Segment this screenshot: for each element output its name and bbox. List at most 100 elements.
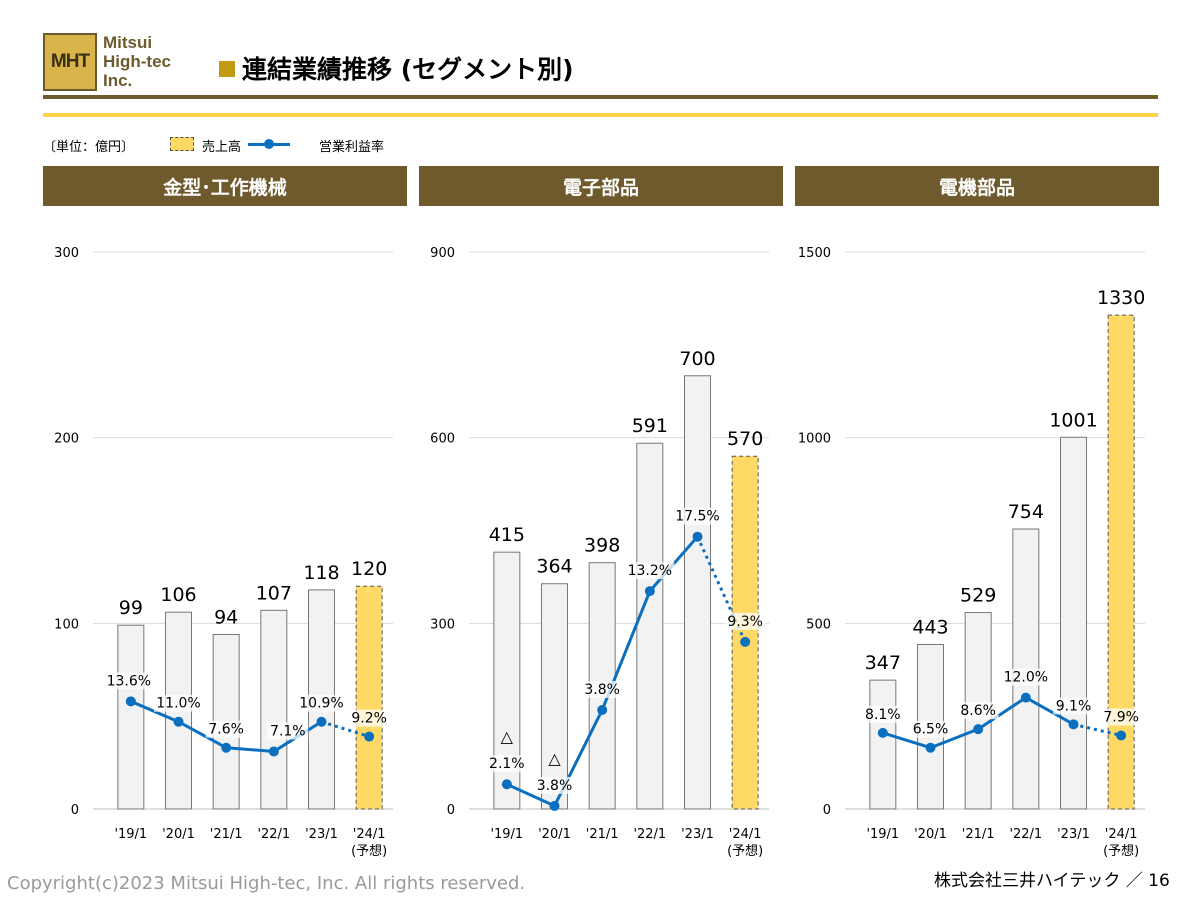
bar-value-label: 570 bbox=[727, 428, 763, 450]
forecast-label: (予想) bbox=[351, 843, 387, 859]
bar bbox=[355, 585, 383, 810]
margin-label-bg bbox=[673, 507, 722, 525]
logo-line: Mitsui bbox=[103, 33, 153, 52]
unit-label: 〔単位：億円〕 bbox=[43, 140, 135, 155]
margin-label: 9.2% bbox=[351, 711, 387, 727]
x-tick-label: '23/1 bbox=[681, 827, 714, 842]
page-title: 連結業績推移 (セグメント別) bbox=[242, 55, 574, 84]
y-tick-label: 300 bbox=[430, 617, 455, 632]
margin-label-bg bbox=[862, 705, 904, 723]
legend-sales-swatch bbox=[170, 137, 194, 151]
margin-point bbox=[692, 531, 703, 542]
margin-line-forecast bbox=[1073, 722, 1122, 737]
bar bbox=[541, 583, 568, 810]
margin-label-bg bbox=[154, 694, 203, 712]
margin-point bbox=[925, 742, 936, 753]
x-tick-label: '22/1 bbox=[257, 827, 290, 842]
margin-label-bg bbox=[1001, 668, 1051, 686]
company-page-number: 株式会社三井ハイテック ／ 16 bbox=[934, 871, 1170, 891]
x-tick-label: '22/1 bbox=[1009, 827, 1042, 842]
margin-label: 10.9% bbox=[299, 696, 343, 712]
y-tick-label: 200 bbox=[54, 432, 79, 447]
margin-label-bg bbox=[348, 709, 390, 727]
margin-label: 8.6% bbox=[960, 703, 996, 719]
panel-header-electrical-parts: 電機部品 bbox=[795, 166, 1159, 206]
x-tick-label: '21/1 bbox=[586, 827, 619, 842]
y-tick-label: 900 bbox=[430, 246, 455, 261]
margin-label: 13.2% bbox=[628, 563, 672, 579]
margin-point bbox=[549, 800, 560, 811]
x-tick-label: '24/1 bbox=[1105, 827, 1138, 842]
y-tick-label: 1000 bbox=[798, 432, 831, 447]
copyright: Copyright(c)2023 Mitsui High-tec, Inc. A… bbox=[7, 873, 526, 894]
title-bullet bbox=[219, 61, 235, 77]
legend-margin-marker bbox=[264, 139, 274, 149]
margin-label-bg bbox=[205, 720, 247, 738]
bar-value-label: 754 bbox=[1008, 501, 1044, 523]
logo-wordmark: Mitsui High-tec Inc. bbox=[103, 33, 171, 90]
bar-value-label: 106 bbox=[160, 584, 196, 606]
margin-point bbox=[740, 636, 751, 647]
x-tick-label: '23/1 bbox=[305, 827, 338, 842]
margin-point bbox=[877, 727, 888, 738]
forecast-label: (予想) bbox=[727, 843, 763, 859]
y-tick-label: 0 bbox=[447, 803, 455, 818]
bar-value-label: 347 bbox=[865, 652, 901, 674]
bar-value-label: 120 bbox=[351, 558, 387, 580]
margin-label: 11.0% bbox=[156, 696, 200, 712]
y-tick-label: 600 bbox=[430, 432, 455, 447]
y-tick-label: 100 bbox=[54, 617, 79, 632]
x-tick-label: '24/1 bbox=[353, 827, 386, 842]
margin-label: 6.5% bbox=[913, 722, 949, 738]
bar bbox=[636, 442, 664, 810]
y-tick-label: 300 bbox=[54, 246, 79, 261]
margin-label: 17.5% bbox=[675, 509, 719, 525]
x-tick-label: '20/1 bbox=[538, 827, 571, 842]
logo-line: High-tec bbox=[103, 52, 171, 71]
margin-label-bg bbox=[625, 562, 675, 580]
margin-label: 7.9% bbox=[1103, 709, 1139, 725]
header-rule-gold bbox=[43, 113, 1158, 117]
margin-label-bg bbox=[267, 722, 309, 740]
x-tick-label: '19/1 bbox=[866, 827, 899, 842]
bar bbox=[260, 609, 288, 810]
margin-label: 3.8% bbox=[537, 778, 573, 794]
margin-point bbox=[501, 779, 512, 790]
y-tick-label: 500 bbox=[806, 617, 831, 632]
bar-value-label: 1001 bbox=[1049, 409, 1097, 431]
header-rule-dark bbox=[43, 95, 1158, 99]
margin-point bbox=[1068, 719, 1079, 730]
margin-point bbox=[173, 716, 184, 727]
x-tick-label: '24/1 bbox=[729, 827, 762, 842]
margin-label: 2.1% bbox=[489, 756, 525, 772]
margin-label: 9.1% bbox=[1056, 698, 1092, 714]
bar-value-label: 1330 bbox=[1097, 287, 1145, 309]
bar bbox=[1060, 436, 1087, 810]
company-logo: MHT bbox=[43, 33, 97, 91]
negative-mark: △ bbox=[501, 727, 514, 746]
bar bbox=[1107, 314, 1135, 810]
y-tick-label: 0 bbox=[823, 803, 831, 818]
chart-mold-machinery: 0 100 200 300 99 106 94 107 118 120 '19/1 '20/1 '21/… bbox=[54, 246, 393, 859]
margin-point bbox=[1116, 730, 1127, 741]
margin-label: 9.3% bbox=[727, 614, 763, 630]
margin-point bbox=[125, 696, 136, 707]
bar-value-label: 364 bbox=[536, 556, 572, 578]
margin-label-bg bbox=[104, 672, 154, 690]
bar-value-label: 443 bbox=[912, 616, 948, 638]
margin-point bbox=[644, 586, 655, 597]
margin-label: 13.6% bbox=[107, 673, 151, 689]
bar-value-label: 94 bbox=[214, 606, 238, 628]
bar-value-label: 415 bbox=[489, 524, 525, 546]
margin-point bbox=[1020, 692, 1031, 703]
bar bbox=[684, 375, 711, 810]
bar-value-label: 107 bbox=[256, 582, 292, 604]
logo-mark: MHT bbox=[50, 51, 90, 72]
margin-label-bg bbox=[297, 694, 346, 712]
margin-point bbox=[221, 742, 232, 753]
margin-point bbox=[364, 731, 375, 742]
x-tick-label: '20/1 bbox=[914, 827, 947, 842]
y-tick-label: 1500 bbox=[798, 246, 831, 261]
x-tick-label: '19/1 bbox=[490, 827, 523, 842]
bar bbox=[117, 624, 145, 810]
